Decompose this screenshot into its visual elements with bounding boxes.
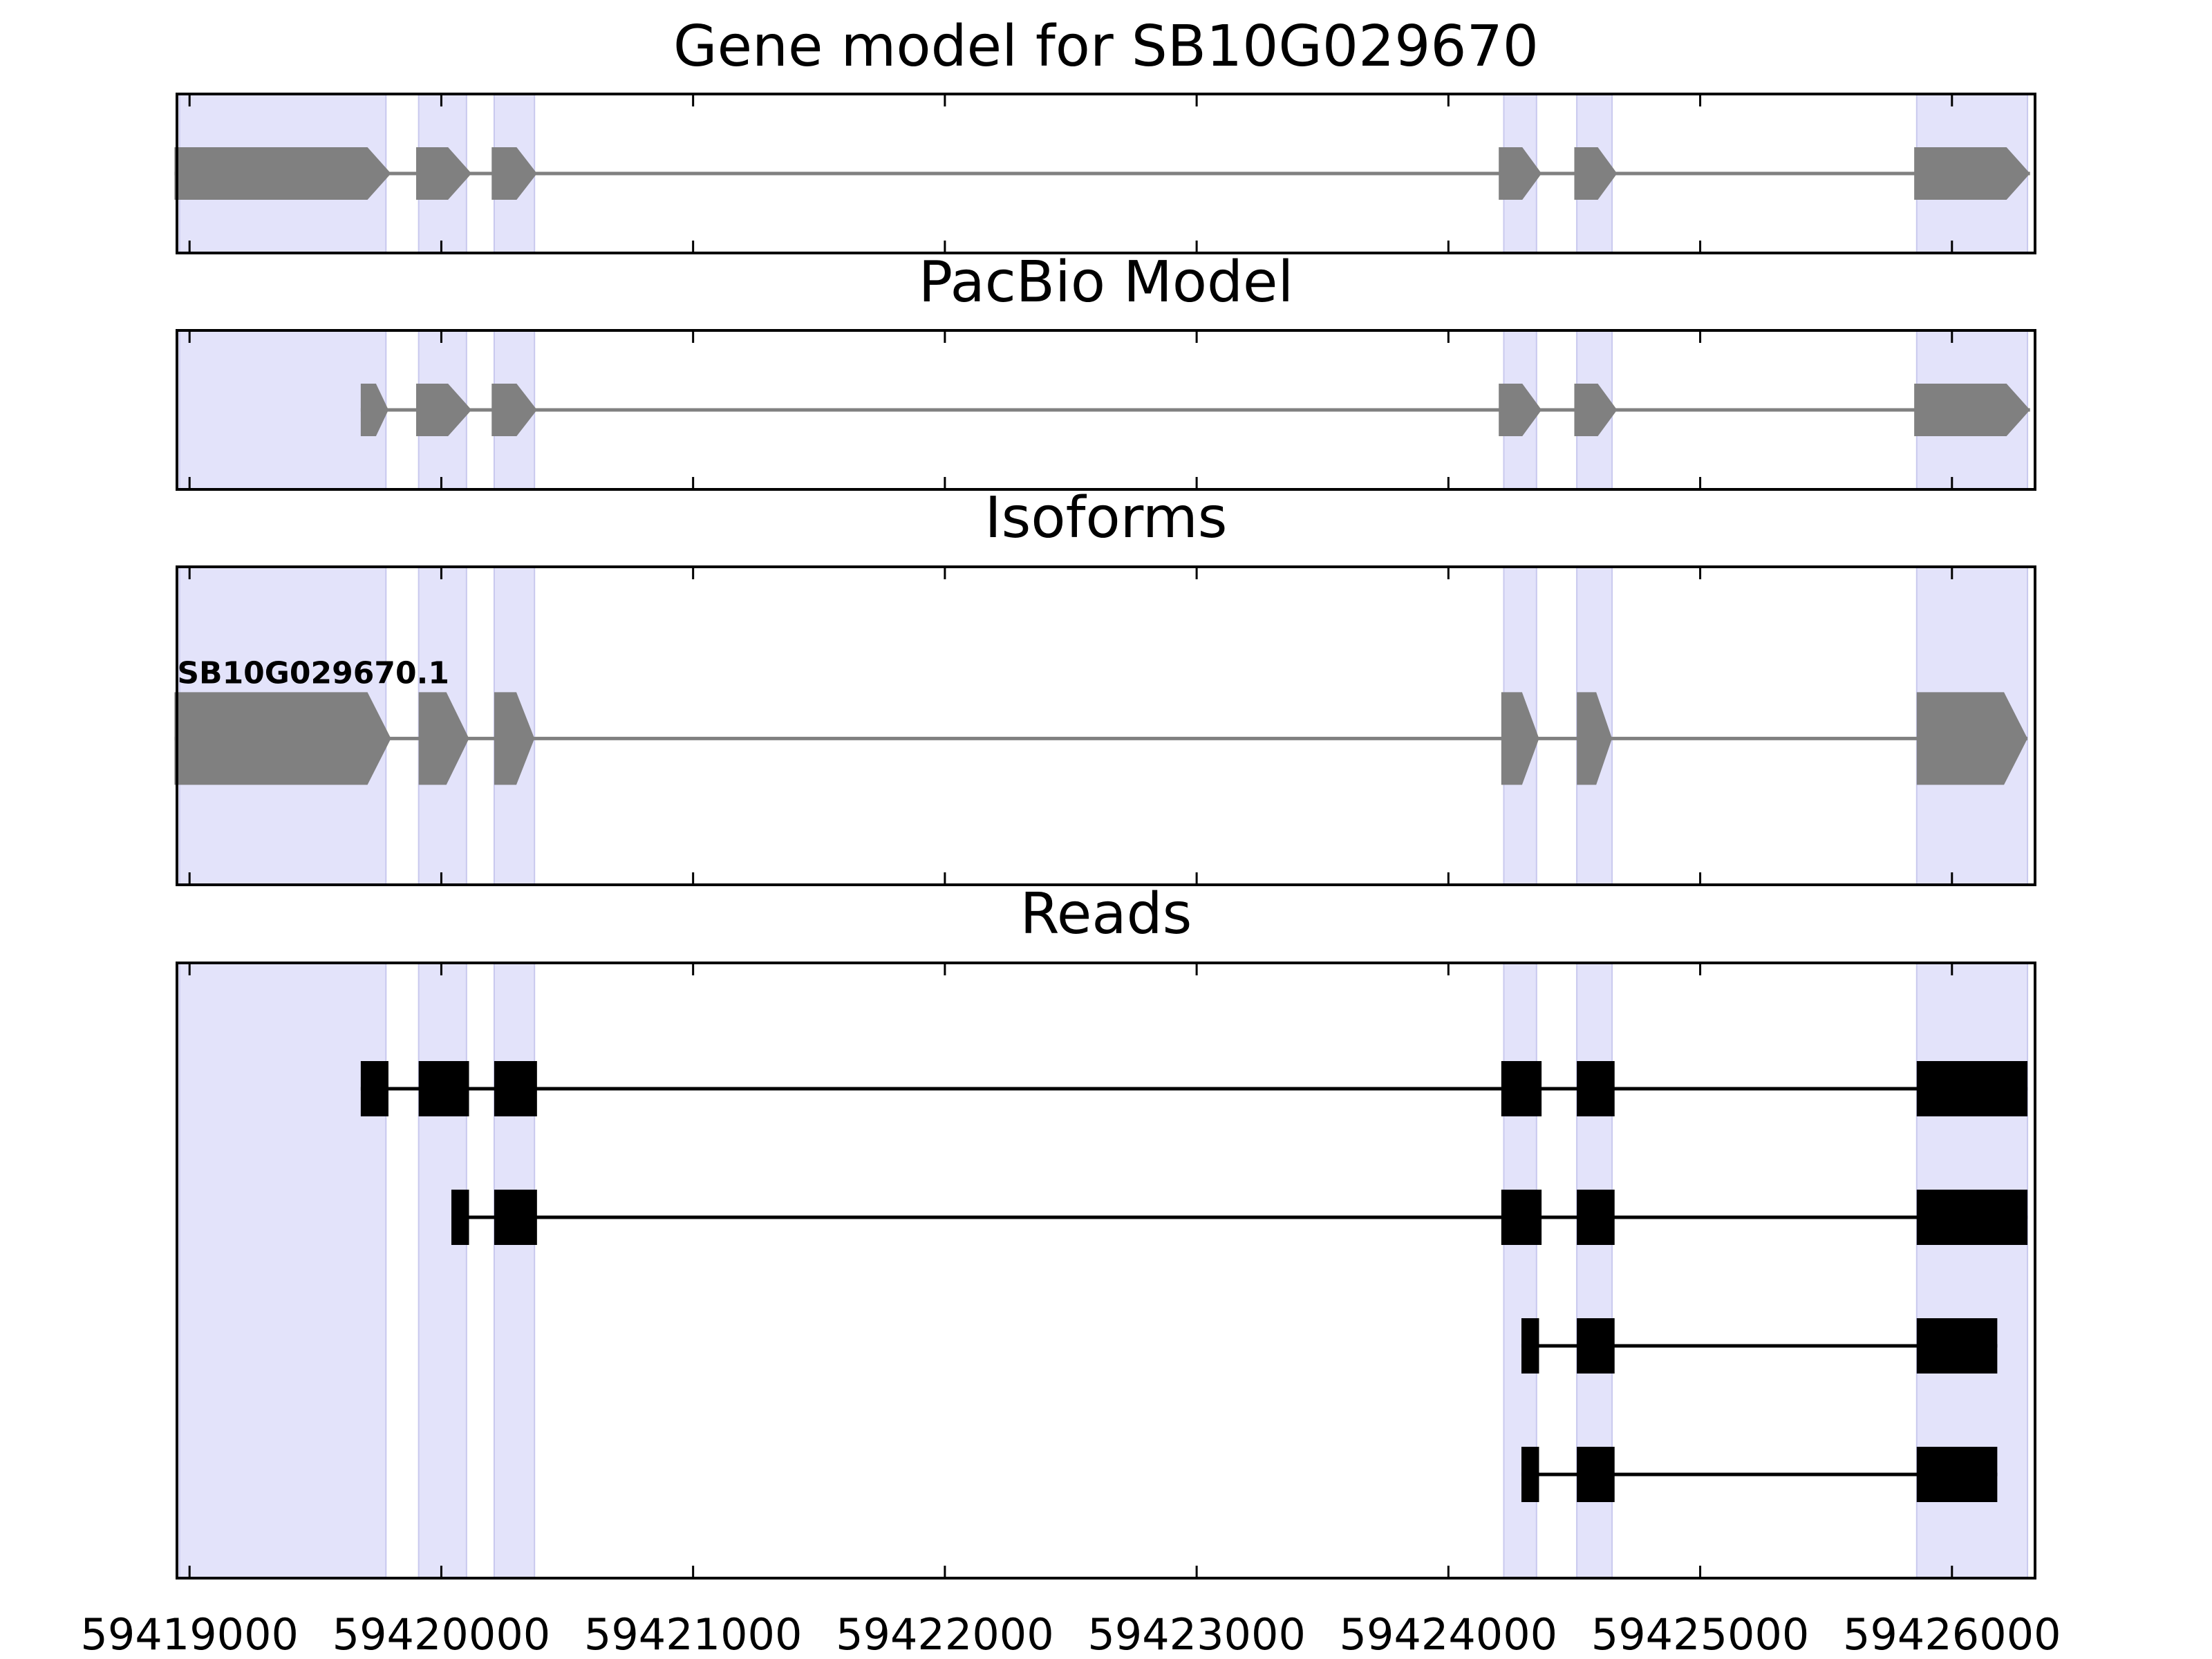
isoforms-panel: SB10G029670.1 bbox=[174, 565, 2036, 886]
read-exon bbox=[1577, 1190, 1615, 1245]
read-exon bbox=[494, 1190, 537, 1245]
read-exon bbox=[1501, 1190, 1542, 1245]
axes-frame bbox=[176, 93, 2036, 254]
gene-model-exon bbox=[1574, 147, 1618, 200]
x-tick-label: 59423000 bbox=[1087, 1609, 1306, 1659]
read-exon bbox=[1577, 1061, 1615, 1116]
gene-model-title: Gene model for SB10G029670 bbox=[673, 14, 1539, 79]
read-exon bbox=[1916, 1318, 1998, 1374]
pacbio-model-panel bbox=[176, 329, 2036, 491]
x-tick-label: 59425000 bbox=[1591, 1609, 1810, 1659]
exon-region-shade bbox=[418, 962, 467, 1579]
pacbio-model-exon bbox=[1574, 384, 1618, 436]
x-tick-label: 59419000 bbox=[80, 1609, 299, 1659]
gene-model-exon bbox=[1499, 147, 1542, 200]
read-exon bbox=[1916, 1061, 2028, 1116]
isoforms-title: Isoforms bbox=[985, 485, 1228, 551]
gene-model-exon bbox=[1914, 147, 2030, 200]
pacbio-model-exon bbox=[416, 384, 472, 436]
pacbio-model-title: PacBio Model bbox=[919, 250, 1294, 315]
read-exon bbox=[1916, 1447, 1998, 1502]
pacbio-model-exon bbox=[1914, 384, 2030, 436]
pacbio-model-exon bbox=[1499, 384, 1542, 436]
read-exon bbox=[1916, 1190, 2028, 1245]
gene-model-exon bbox=[416, 147, 472, 200]
x-tick-label: 59426000 bbox=[1843, 1609, 2061, 1659]
x-tick-label: 59420000 bbox=[332, 1609, 551, 1659]
exon-region-shade bbox=[178, 962, 387, 1579]
isoform-exon bbox=[174, 692, 391, 785]
pacbio-model-exon bbox=[491, 384, 537, 436]
read-exon bbox=[451, 1190, 469, 1245]
read-exon bbox=[418, 1061, 469, 1116]
read-exon bbox=[1501, 1061, 1542, 1116]
exon-region-shade bbox=[493, 962, 536, 1579]
pacbio-model-exon bbox=[360, 384, 388, 436]
read-exon bbox=[1577, 1447, 1615, 1502]
axes-frame bbox=[176, 962, 2036, 1580]
read-exon bbox=[1521, 1447, 1539, 1502]
gene-model-panel bbox=[174, 93, 2036, 254]
x-tick-label: 59422000 bbox=[836, 1609, 1054, 1659]
gene-model-exon bbox=[491, 147, 537, 200]
gene-model-exon bbox=[174, 147, 391, 200]
isoform-exon bbox=[1577, 692, 1613, 785]
exon-region-shade bbox=[178, 330, 387, 490]
x-axis-tick-labels: 59419000 59420000 59421000 59422000 59423000… bbox=[80, 1609, 2061, 1659]
read-exon bbox=[1521, 1318, 1539, 1374]
reads-title: Reads bbox=[1020, 881, 1192, 947]
isoform-exon bbox=[1916, 692, 2028, 785]
axes-frame bbox=[176, 565, 2036, 886]
axes-frame bbox=[176, 329, 2036, 491]
read-exon bbox=[360, 1061, 388, 1116]
isoform-exon bbox=[1501, 692, 1539, 785]
x-tick-label: 59421000 bbox=[584, 1609, 803, 1659]
isoform-exon bbox=[418, 692, 469, 785]
reads-panel bbox=[176, 962, 2036, 1580]
isoform-exon bbox=[494, 692, 535, 785]
read-exon bbox=[494, 1061, 537, 1116]
x-tick-label: 59424000 bbox=[1340, 1609, 1558, 1659]
isoform-label: SB10G029670.1 bbox=[177, 655, 449, 691]
read-exon bbox=[1577, 1318, 1615, 1374]
